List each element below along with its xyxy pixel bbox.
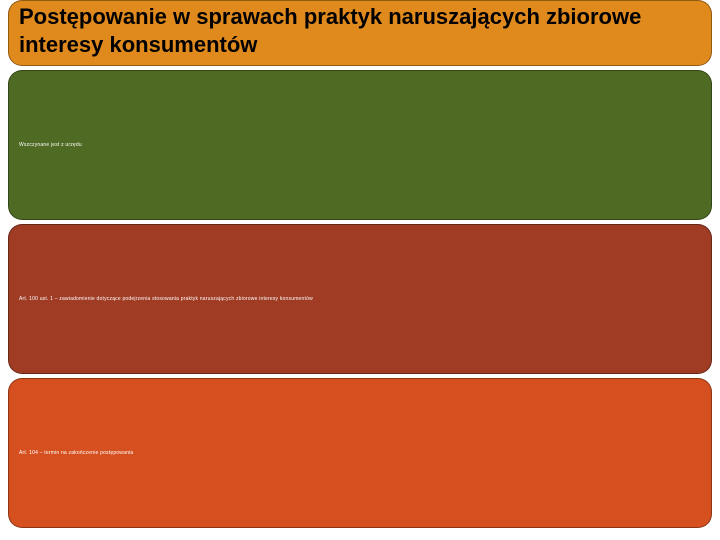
content-text-3: Art. 104 – termin na zakończenie postępo… (19, 450, 133, 456)
content-block-1: Wszczynane jest z urzędu (8, 70, 712, 220)
content-text-2: Art. 100 ust. 1 – zawiadomienie dotycząc… (19, 296, 313, 302)
content-block-3: Art. 104 – termin na zakończenie postępo… (8, 378, 712, 528)
title-block: Postępowanie w sprawach praktyk naruszaj… (8, 0, 712, 66)
content-text-1: Wszczynane jest z urzędu (19, 142, 82, 148)
slide: Postępowanie w sprawach praktyk naruszaj… (0, 0, 720, 540)
title-text: Postępowanie w sprawach praktyk naruszaj… (19, 3, 701, 58)
content-block-2: Art. 100 ust. 1 – zawiadomienie dotycząc… (8, 224, 712, 374)
